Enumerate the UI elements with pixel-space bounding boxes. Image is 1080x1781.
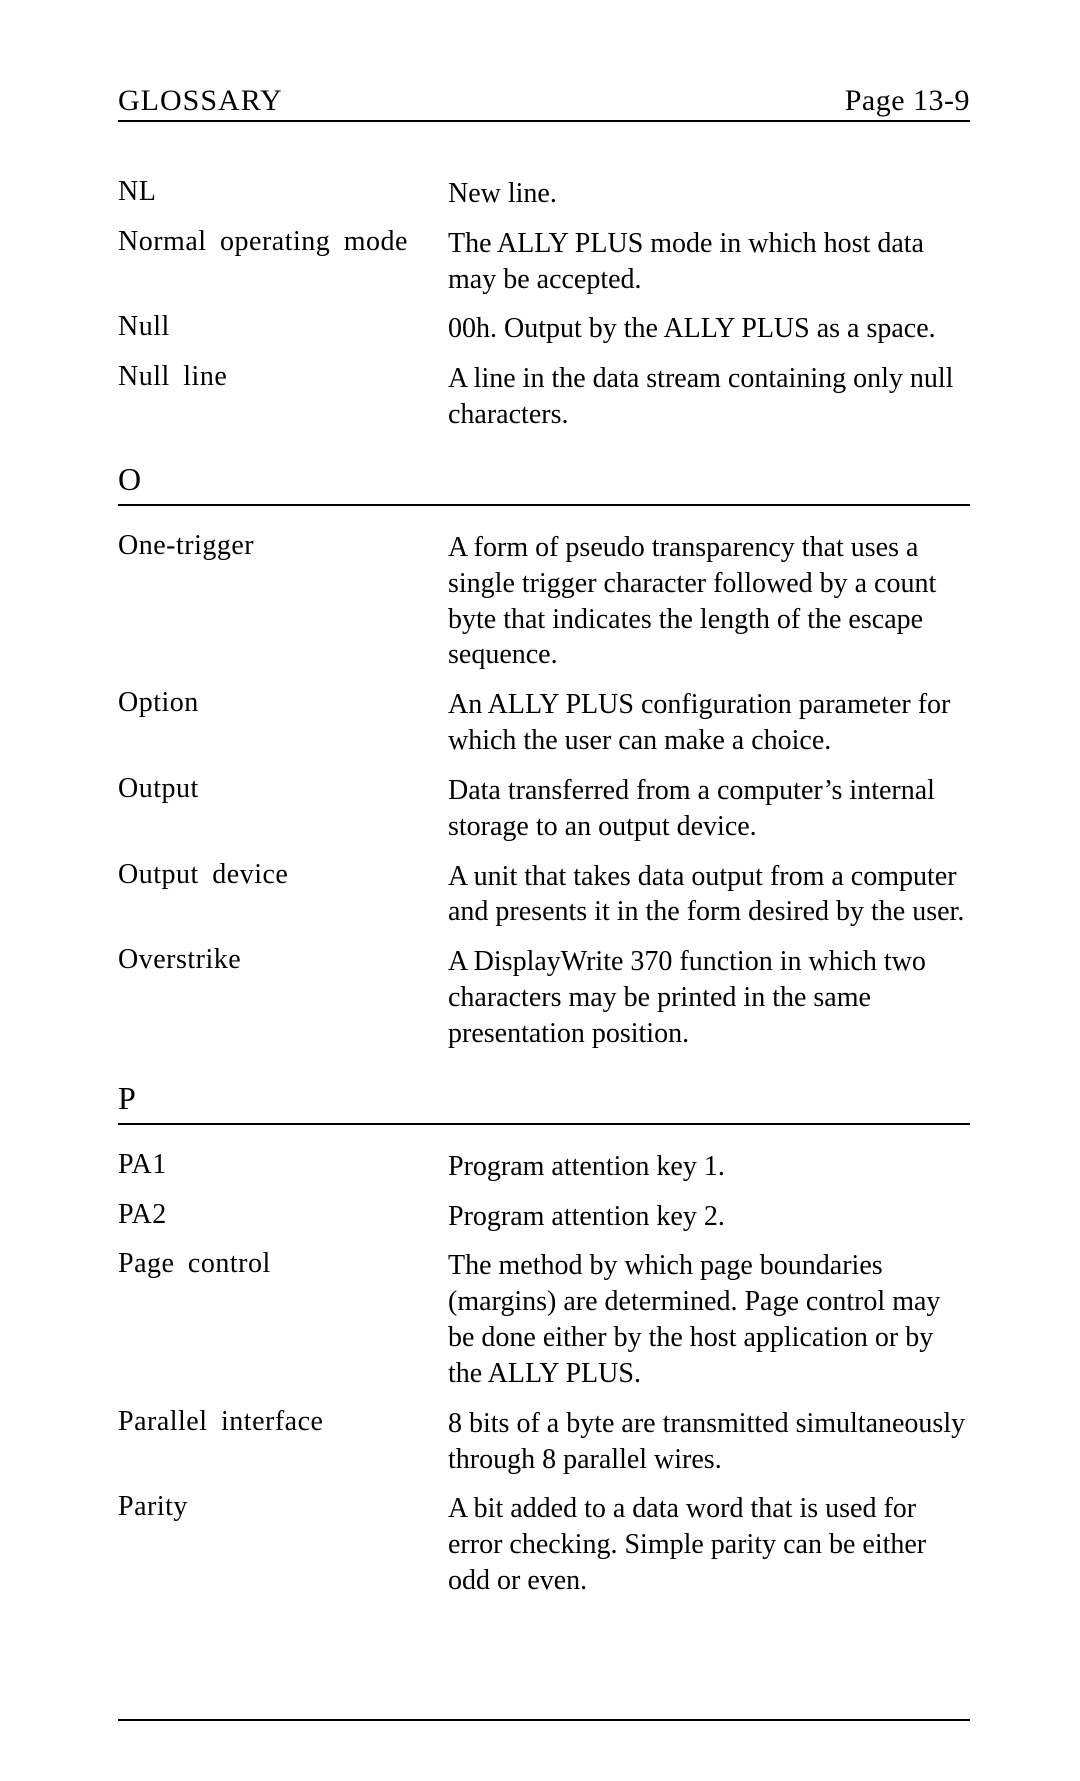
glossary-entry: Normal operating modeThe ALLY PLUS mode … — [118, 226, 970, 298]
footer-rule — [118, 1719, 970, 1721]
glossary-entry: PA2Program attention key 2. — [118, 1199, 970, 1235]
glossary-entry: NLNew line. — [118, 176, 970, 212]
header-title: GLOSSARY — [118, 84, 283, 118]
glossary-term: PA2 — [118, 1199, 448, 1231]
glossary-term: Null — [118, 311, 448, 343]
glossary-entry: OutputData transferred from a computer’s… — [118, 773, 970, 845]
glossary-definition: 00h. Output by the ALLY PLUS as a space. — [448, 311, 970, 347]
glossary-definition: A form of pseudo transparency that uses … — [448, 530, 970, 673]
glossary-entry: Page controlThe method by which page bou… — [118, 1248, 970, 1391]
section-heading: P — [118, 1080, 970, 1125]
glossary-definition: An ALLY PLUS configuration parameter for… — [448, 687, 970, 759]
glossary-term: Option — [118, 687, 448, 719]
glossary-definition: Program attention key 1. — [448, 1149, 970, 1185]
glossary-entry: Null00h. Output by the ALLY PLUS as a sp… — [118, 311, 970, 347]
section-heading: O — [118, 461, 970, 506]
section-rule — [118, 504, 970, 506]
glossary-definition: The ALLY PLUS mode in which host data ma… — [448, 226, 970, 298]
glossary-entry: PA1Program attention key 1. — [118, 1149, 970, 1185]
glossary-definition: Program attention key 2. — [448, 1199, 970, 1235]
glossary-definition: The method by which page boundaries (mar… — [448, 1248, 970, 1391]
page-header: GLOSSARY Page 13-9 — [118, 84, 970, 122]
section-letter: P — [118, 1080, 970, 1119]
glossary-definition: 8 bits of a byte are transmitted simulta… — [448, 1406, 970, 1478]
glossary-term: One-trigger — [118, 530, 448, 562]
glossary-definition: A line in the data stream containing onl… — [448, 361, 970, 433]
glossary-term: Parallel interface — [118, 1406, 448, 1438]
section-rule — [118, 1123, 970, 1125]
glossary-term: Null line — [118, 361, 448, 393]
glossary-entry: One-triggerA form of pseudo transparency… — [118, 530, 970, 673]
glossary-term: NL — [118, 176, 448, 208]
glossary-definition: A bit added to a data word that is used … — [448, 1491, 970, 1598]
glossary-term: PA1 — [118, 1149, 448, 1181]
glossary-term: Page control — [118, 1248, 448, 1280]
glossary-term: Normal operating mode — [118, 226, 448, 258]
glossary-body: NLNew line.Normal operating modeThe ALLY… — [118, 176, 970, 1599]
glossary-entry: ParityA bit added to a data word that is… — [118, 1491, 970, 1598]
glossary-term: Output device — [118, 859, 448, 891]
glossary-entry: Parallel interface8 bits of a byte are t… — [118, 1406, 970, 1478]
header-page-number: Page 13-9 — [845, 84, 970, 118]
glossary-definition: Data transferred from a computer’s inter… — [448, 773, 970, 845]
section-letter: O — [118, 461, 970, 500]
glossary-term: Parity — [118, 1491, 448, 1523]
glossary-entry: OverstrikeA DisplayWrite 370 function in… — [118, 944, 970, 1051]
glossary-entry: Output deviceA unit that takes data outp… — [118, 859, 970, 931]
glossary-page: GLOSSARY Page 13-9 NLNew line.Normal ope… — [0, 0, 1080, 1781]
glossary-definition: A unit that takes data output from a com… — [448, 859, 970, 931]
glossary-definition: New line. — [448, 176, 970, 212]
glossary-entry: OptionAn ALLY PLUS configuration paramet… — [118, 687, 970, 759]
glossary-entry: Null lineA line in the data stream conta… — [118, 361, 970, 433]
glossary-term: Output — [118, 773, 448, 805]
glossary-term: Overstrike — [118, 944, 448, 976]
glossary-definition: A DisplayWrite 370 function in which two… — [448, 944, 970, 1051]
